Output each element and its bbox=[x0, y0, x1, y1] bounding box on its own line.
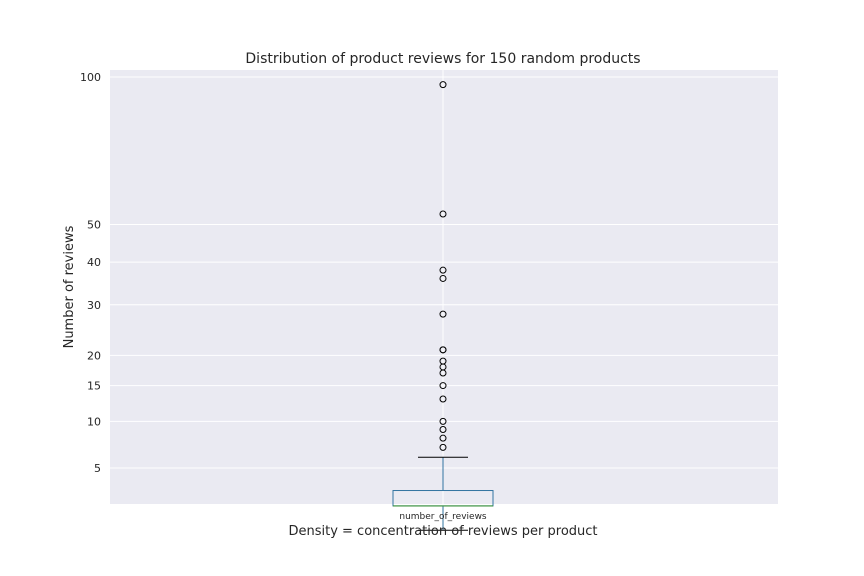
outlier-point bbox=[439, 81, 447, 89]
outlier-point bbox=[439, 434, 447, 442]
y-tick-label: 30 bbox=[87, 299, 101, 312]
outlier-point bbox=[439, 266, 447, 274]
plot-area bbox=[110, 70, 778, 504]
box-group bbox=[392, 456, 494, 531]
outlier-point bbox=[439, 382, 447, 390]
outlier-point bbox=[439, 346, 447, 354]
outlier-points bbox=[439, 81, 447, 451]
outlier-point bbox=[439, 310, 447, 318]
x-axis-label: Density = concentration of reviews per p… bbox=[288, 524, 597, 539]
y-tick-label: 100 bbox=[80, 71, 101, 84]
y-tick-label: 5 bbox=[94, 462, 101, 475]
category-label: number_of_reviews bbox=[399, 512, 487, 522]
y-axis-label: Number of reviews bbox=[62, 225, 77, 348]
chart-title: Distribution of product reviews for 150 … bbox=[245, 51, 640, 67]
y-tick-labels: 5 10 15 20 30 40 50 100 bbox=[80, 71, 101, 475]
outlier-point bbox=[439, 210, 447, 218]
outlier-point bbox=[439, 443, 447, 451]
outlier-point bbox=[439, 274, 447, 282]
outlier-point bbox=[439, 426, 447, 434]
outlier-point bbox=[439, 395, 447, 403]
grid-lines bbox=[110, 70, 778, 504]
y-tick-label: 50 bbox=[87, 219, 101, 232]
y-tick-label: 15 bbox=[87, 380, 101, 393]
outlier-point bbox=[439, 417, 447, 425]
y-tick-label: 20 bbox=[87, 349, 101, 362]
y-tick-label: 40 bbox=[87, 256, 101, 269]
y-tick-label: 10 bbox=[87, 415, 101, 428]
outlier-point bbox=[439, 369, 447, 377]
